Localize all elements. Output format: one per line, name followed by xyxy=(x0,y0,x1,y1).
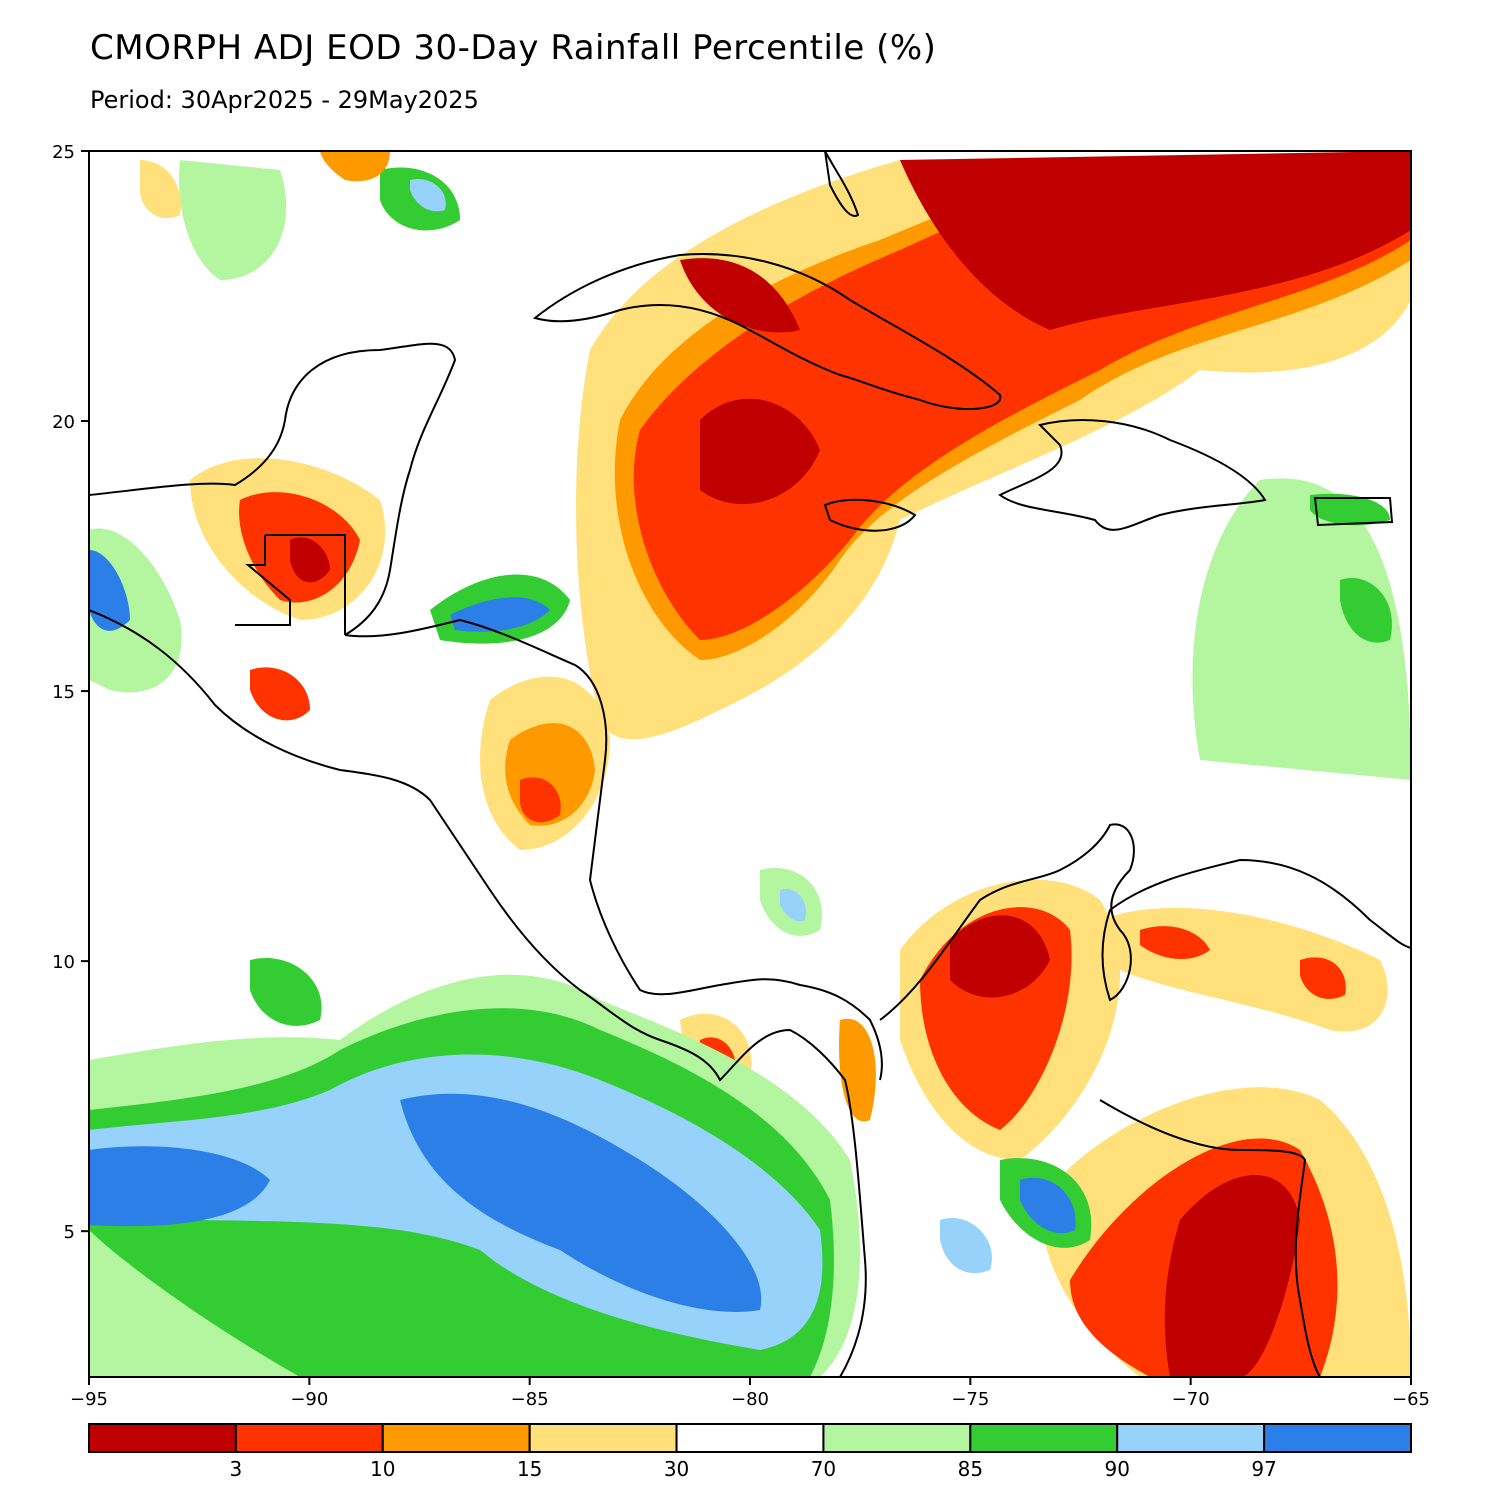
florida-coastline xyxy=(824,151,860,217)
lat-tick-label: 10 xyxy=(52,952,75,973)
wet-region-misc xyxy=(89,151,1411,1274)
percentile-field xyxy=(89,151,1411,1377)
chart-title: CMORPH ADJ EOD 30-Day Rainfall Percentil… xyxy=(90,28,937,68)
central-america-pacific-coast xyxy=(89,609,867,1377)
lon-tick-label: −70 xyxy=(1172,1389,1210,1410)
dry-region-colombia xyxy=(900,879,1388,1160)
lat-tick-label: 25 xyxy=(52,142,75,163)
lat-tick-label: 15 xyxy=(52,682,75,703)
latitude-axis: 25 20 15 10 5 xyxy=(52,142,89,1243)
colorbar-swatch xyxy=(1116,1423,1266,1453)
longitude-axis: −95 −90 −85 −80 −75 −70 −65 xyxy=(70,1377,1430,1410)
hispaniola-coastline xyxy=(998,419,1267,531)
wet-region-pacific xyxy=(89,974,860,1377)
colorbar-label: 70 xyxy=(811,1457,836,1481)
dry-region-yucatan xyxy=(190,458,386,721)
colorbar-label: 85 xyxy=(958,1457,983,1481)
lat-tick-label: 20 xyxy=(52,412,75,433)
colorbar-swatch xyxy=(234,1423,384,1453)
colorbar-label: 90 xyxy=(1104,1457,1129,1481)
colorbar-swatch xyxy=(381,1423,531,1453)
cuba-coastline xyxy=(532,253,1002,410)
colorbar-swatch xyxy=(675,1423,825,1453)
lon-tick-label: −95 xyxy=(70,1389,108,1410)
colorbar-label: 97 xyxy=(1251,1457,1276,1481)
chart-subtitle: Period: 30Apr2025 - 29May2025 xyxy=(90,86,479,114)
yucatan-coastline xyxy=(89,342,457,636)
lon-tick-label: −90 xyxy=(290,1389,328,1410)
colorbar-label: 3 xyxy=(230,1457,243,1481)
colorbar: 3 10 15 30 70 85 90 97 xyxy=(88,1423,1412,1481)
lat-tick-label: 5 xyxy=(64,1222,75,1243)
colorbar-swatch xyxy=(1263,1423,1412,1453)
jamaica-coastline xyxy=(823,498,917,532)
dry-region-guiana xyxy=(1040,1087,1411,1377)
puerto-rico-coastline xyxy=(1313,497,1394,527)
lon-tick-label: −80 xyxy=(731,1389,769,1410)
lon-tick-label: −85 xyxy=(511,1389,549,1410)
colorbar-swatch xyxy=(528,1423,678,1453)
colorbar-swatch xyxy=(88,1423,237,1453)
colorbar-label: 15 xyxy=(517,1457,542,1481)
guatemala-belize-border xyxy=(235,534,346,635)
colorbar-swatch xyxy=(969,1423,1119,1453)
dry-region-mosquitia xyxy=(480,676,610,850)
lon-tick-label: −75 xyxy=(951,1389,989,1410)
south-america-north-coast xyxy=(879,823,1411,1021)
colorbar-swatch xyxy=(822,1423,972,1453)
lon-tick-label: −65 xyxy=(1392,1389,1430,1410)
central-america-caribbean-coast xyxy=(344,618,883,1081)
colorbar-label: 10 xyxy=(370,1457,395,1481)
coastlines xyxy=(89,151,1411,1377)
colorbar-label: 30 xyxy=(664,1457,689,1481)
venezuela-brazil-border xyxy=(1099,1099,1321,1377)
